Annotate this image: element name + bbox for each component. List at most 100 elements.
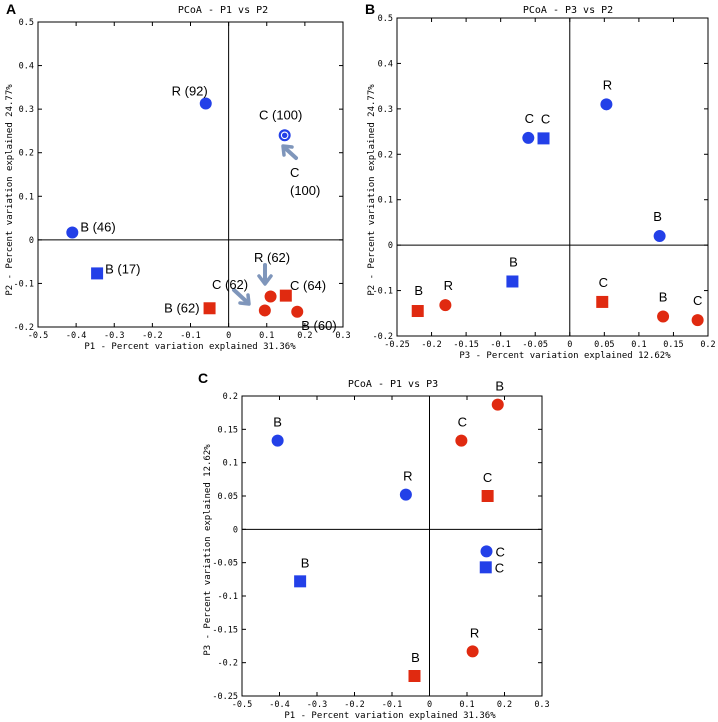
data-point-square: [479, 561, 492, 574]
x-tick-label: -0.1: [180, 331, 200, 341]
data-point-label: B: [653, 209, 662, 224]
y-tick-label: 0.05: [218, 492, 238, 502]
annotation-c100-line1: C: [290, 165, 299, 180]
x-tick-label: 0.2: [297, 331, 312, 341]
x-tick-label: 0: [226, 331, 231, 341]
x-tick-label: -0.1: [490, 340, 510, 350]
data-point-label: C: [496, 544, 505, 559]
annotation-arrowhead: [281, 144, 294, 157]
x-tick-label: -0.25: [384, 340, 410, 350]
data-point-square: [596, 295, 609, 308]
y-tick-label: -0.2: [373, 332, 393, 342]
y-tick-label: -0.1: [373, 287, 393, 297]
annotation-arrow: [232, 288, 249, 304]
x-tick-label: 0.3: [335, 331, 350, 341]
x-axis-label: P1 - Percent variation explained 31.36%: [84, 342, 296, 352]
y-tick-label: -0.1: [218, 592, 238, 602]
y-tick-label: 0.15: [218, 425, 238, 435]
data-point-label: R: [444, 278, 453, 293]
annotation-r62: R (62): [254, 250, 290, 265]
zero-lines: [242, 396, 542, 696]
y-tick-label: 0.4: [378, 59, 393, 69]
data-point-circle: [653, 230, 666, 243]
data-point-square: [279, 289, 292, 302]
data-point-label: C (100): [259, 107, 302, 122]
y-tick-label: 0.2: [378, 150, 393, 160]
annotation-arrow: [283, 146, 298, 160]
x-tick-label: -0.1: [382, 700, 402, 710]
plot-frame: [396, 17, 709, 337]
data-point-label: B: [414, 283, 423, 298]
x-tick-label: 0.1: [259, 331, 274, 341]
x-tick-label: 0.2: [497, 700, 512, 710]
y-axis-label: P2 - Percent variation explained 24.77%: [5, 84, 15, 296]
y-tick-label: 0: [233, 525, 238, 535]
data-point-label: B (62): [164, 300, 199, 315]
plot-frame: [37, 21, 344, 328]
y-tick-label: -0.25: [212, 692, 238, 702]
data-point-circle: [264, 290, 277, 303]
data-point-circle: [657, 310, 670, 323]
data-point-label: B: [273, 415, 282, 430]
x-axis-label: P1 - Percent variation explained 31.36%: [284, 711, 496, 721]
data-point-label: C: [693, 293, 702, 308]
data-point-label: C: [525, 111, 534, 126]
annotation-labels: C (100) R (62) C (62) C (64): [212, 165, 326, 293]
y-tick-label: 0.2: [223, 392, 238, 402]
annotation-c64: C (64): [290, 278, 326, 293]
x-tick-label: 0: [427, 700, 432, 710]
data-point-label: C: [599, 275, 608, 290]
data-point-square: [91, 267, 104, 280]
panel-letter-c: C: [198, 370, 208, 386]
chart-title: PCoA - P1 vs P2: [178, 5, 268, 16]
tick-layer: -0.25 -0.2 -0.15 -0.1 -0.05 0 0.05 0.1 0.15 0.2-0…: [373, 14, 716, 350]
x-tick-label: -0.3: [104, 331, 124, 341]
chart-title: PCoA - P1 vs P3: [348, 379, 438, 390]
data-point-square: [481, 490, 494, 502]
y-tick-label: -0.15: [212, 625, 238, 635]
data-point-circle: [466, 645, 479, 658]
y-tick-label: 0: [388, 241, 393, 251]
x-tick-label: 0.1: [459, 700, 474, 710]
data-point-label: B (17): [105, 261, 140, 276]
y-tick-label: -0.2: [14, 323, 34, 333]
data-point-label: B (60): [301, 318, 336, 333]
y-axis-label: P3 - Percent variation explained 12.62%: [203, 444, 213, 656]
y-tick-label: 0.1: [378, 196, 393, 206]
y-tick-label: 0.1: [223, 459, 238, 469]
panel-a: A PCoA - P1 vs P2 P1 - Percent variation…: [5, 1, 351, 352]
x-tick-label: -0.15: [453, 340, 479, 350]
data-point-circle: [691, 314, 704, 327]
y-tick-label: 0.5: [378, 14, 393, 24]
data-points: [271, 398, 504, 682]
data-point-label: C: [483, 470, 492, 485]
plot-frame: [241, 395, 543, 697]
data-point-square: [408, 670, 421, 682]
x-tick-label: -0.5: [232, 700, 252, 710]
panel-letter-a: A: [6, 1, 16, 17]
data-point-circle: [66, 226, 79, 239]
annotation-c100-line2: (100): [290, 183, 320, 198]
y-tick-label: -0.05: [212, 559, 238, 569]
x-tick-label: -0.05: [522, 340, 548, 350]
x-tick-label: 0.1: [631, 340, 646, 350]
data-point-label: R: [603, 77, 612, 92]
y-axis-label: P2 - Percent variation explained 24.77%: [367, 84, 377, 296]
data-point-circle: [522, 131, 535, 144]
data-point-label: C: [495, 560, 504, 575]
y-tick-label: 0.3: [19, 105, 34, 115]
data-point-label: C: [458, 415, 467, 430]
y-tick-label: 0.3: [378, 105, 393, 115]
data-point-label: R (92): [172, 83, 208, 98]
data-points: [411, 98, 704, 327]
zero-lines: [38, 22, 343, 327]
zero-lines: [397, 18, 708, 336]
x-tick-label: 0.3: [534, 700, 549, 710]
annotation-arrows: [232, 144, 298, 306]
panel-b: B PCoA - P3 vs P2 P3 - Percent variation…: [365, 1, 716, 361]
annotation-arrowhead: [257, 274, 273, 286]
data-point-label: B (46): [80, 219, 115, 234]
annotation-c62: C (62): [212, 277, 248, 292]
x-tick-label: -0.2: [344, 700, 364, 710]
